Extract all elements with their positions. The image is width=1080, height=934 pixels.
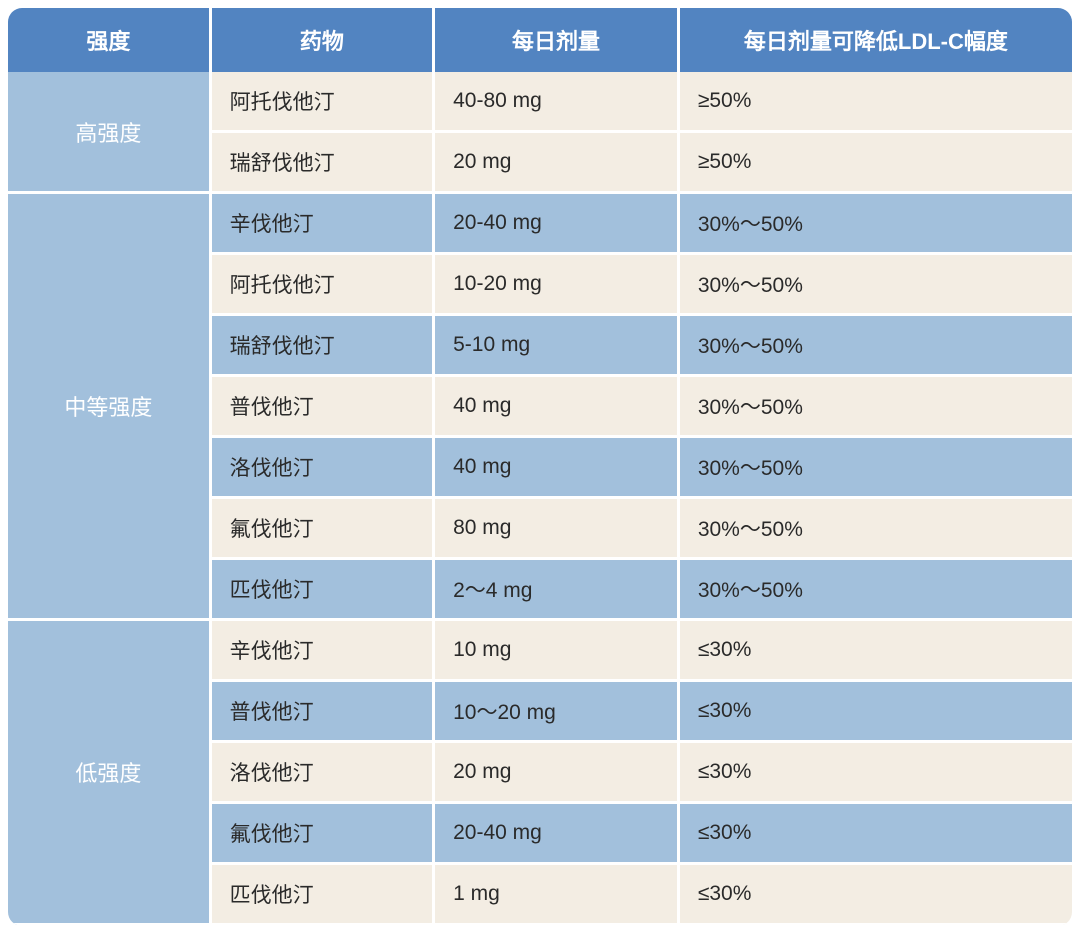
drug-cell: 匹伐他汀 (210, 559, 433, 620)
dose-cell: 10 mg (434, 620, 679, 681)
ldlc-cell: ≤30% (678, 620, 1072, 681)
drug-cell: 普伐他汀 (210, 376, 433, 437)
table-row: 中等强度辛伐他汀20-40 mg30%～50% (8, 193, 1072, 254)
intensity-cell: 高强度 (8, 72, 210, 193)
drug-cell: 辛伐他汀 (210, 620, 433, 681)
ldlc-cell: ≥50% (678, 132, 1072, 193)
ldlc-cell: 30%～50% (678, 376, 1072, 437)
dose-cell: 20 mg (434, 742, 679, 803)
dose-cell: 1 mg (434, 864, 679, 925)
drug-cell: 瑞舒伐他汀 (210, 132, 433, 193)
table-header: 强度 药物 每日剂量 每日剂量可降低LDL-C幅度 (8, 8, 1072, 72)
ldlc-cell: 30%～50% (678, 315, 1072, 376)
drug-cell: 普伐他汀 (210, 681, 433, 742)
dose-cell: 40 mg (434, 376, 679, 437)
drug-cell: 氟伐他汀 (210, 803, 433, 864)
ldlc-cell: 30%～50% (678, 437, 1072, 498)
drug-cell: 匹伐他汀 (210, 864, 433, 925)
dose-cell: 40 mg (434, 437, 679, 498)
drug-cell: 辛伐他汀 (210, 193, 433, 254)
ldlc-cell: 30%～50% (678, 498, 1072, 559)
ldlc-cell: ≤30% (678, 864, 1072, 925)
dose-cell: 20-40 mg (434, 193, 679, 254)
drug-cell: 阿托伐他汀 (210, 254, 433, 315)
ldlc-cell: ≤30% (678, 803, 1072, 864)
drug-cell: 瑞舒伐他汀 (210, 315, 433, 376)
intensity-cell: 中等强度 (8, 193, 210, 620)
dose-cell: 10～20 mg (434, 681, 679, 742)
col-dose: 每日剂量 (434, 8, 679, 72)
drug-cell: 氟伐他汀 (210, 498, 433, 559)
col-ldlc: 每日剂量可降低LDL-C幅度 (678, 8, 1072, 72)
ldlc-cell: 30%～50% (678, 559, 1072, 620)
col-drug: 药物 (210, 8, 433, 72)
ldlc-cell: ≥50% (678, 72, 1072, 132)
dose-cell: 5-10 mg (434, 315, 679, 376)
dose-cell: 20 mg (434, 132, 679, 193)
drug-cell: 阿托伐他汀 (210, 72, 433, 132)
table-row: 高强度阿托伐他汀40-80 mg≥50% (8, 72, 1072, 132)
table-row: 低强度辛伐他汀10 mg≤30% (8, 620, 1072, 681)
statin-table-container: 强度 药物 每日剂量 每日剂量可降低LDL-C幅度 高强度阿托伐他汀40-80 … (8, 8, 1072, 926)
table-body: 高强度阿托伐他汀40-80 mg≥50%瑞舒伐他汀20 mg≥50%中等强度辛伐… (8, 72, 1072, 925)
dose-cell: 20-40 mg (434, 803, 679, 864)
ldlc-cell: 30%～50% (678, 254, 1072, 315)
dose-cell: 40-80 mg (434, 72, 679, 132)
drug-cell: 洛伐他汀 (210, 437, 433, 498)
dose-cell: 10-20 mg (434, 254, 679, 315)
statin-table: 强度 药物 每日剂量 每日剂量可降低LDL-C幅度 高强度阿托伐他汀40-80 … (8, 8, 1072, 926)
ldlc-cell: ≤30% (678, 742, 1072, 803)
intensity-cell: 低强度 (8, 620, 210, 925)
dose-cell: 80 mg (434, 498, 679, 559)
col-intensity: 强度 (8, 8, 210, 72)
ldlc-cell: 30%～50% (678, 193, 1072, 254)
drug-cell: 洛伐他汀 (210, 742, 433, 803)
dose-cell: 2～4 mg (434, 559, 679, 620)
ldlc-cell: ≤30% (678, 681, 1072, 742)
